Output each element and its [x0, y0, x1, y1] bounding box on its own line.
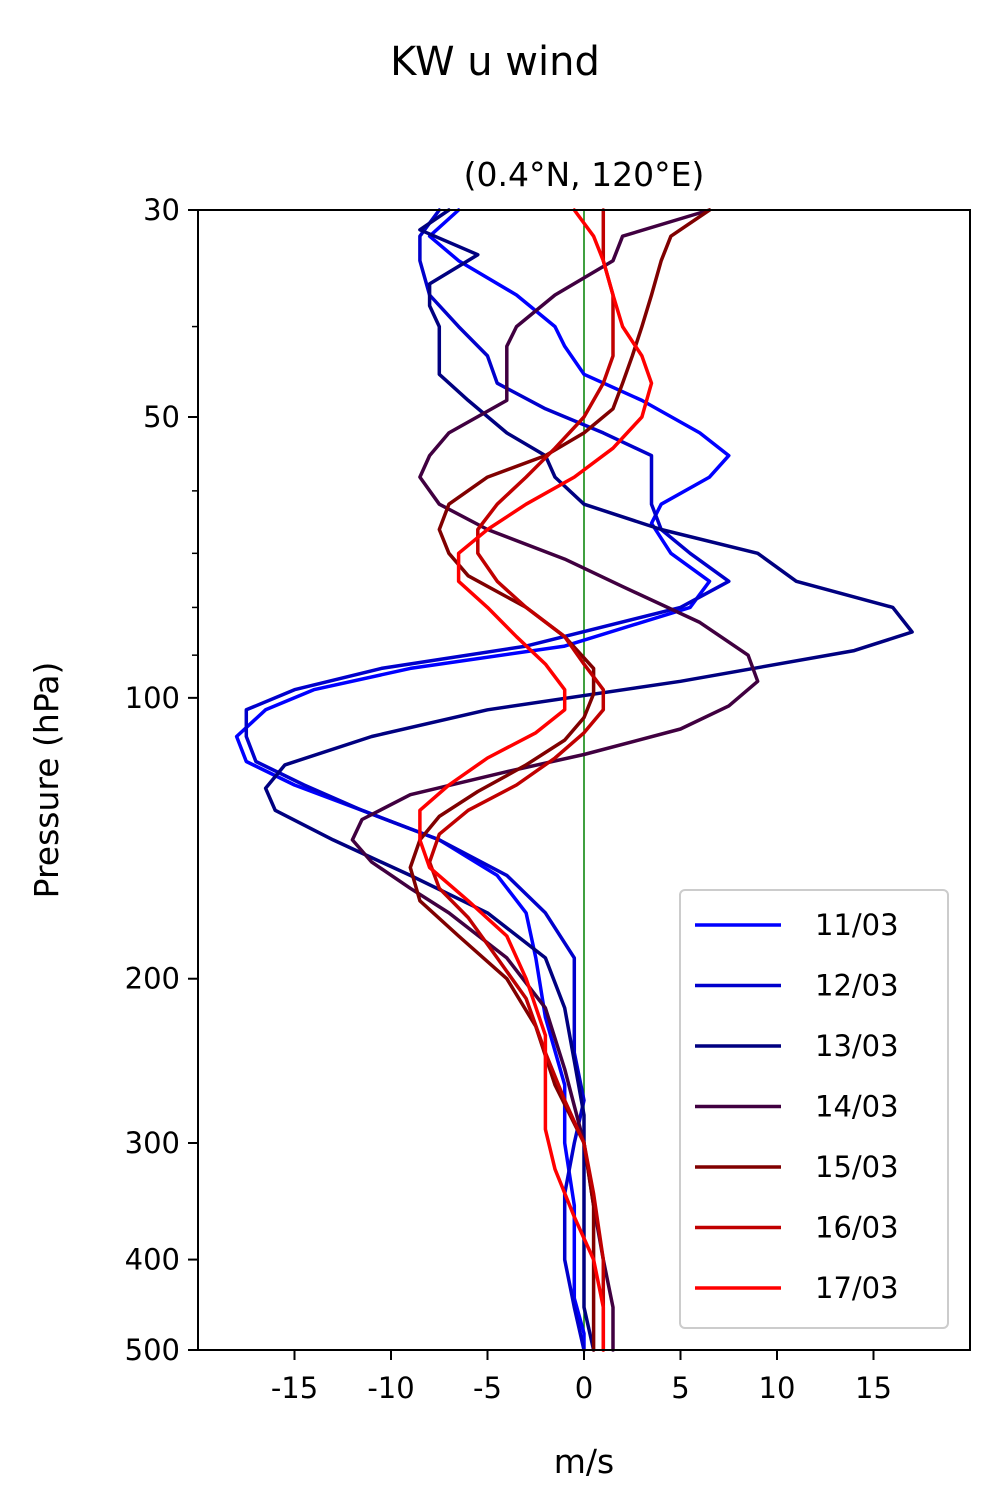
y-tick-label: 30	[143, 193, 180, 227]
x-tick-label: -5	[473, 1371, 502, 1405]
series-layer	[234, 208, 914, 1352]
legend-label: 16/03	[815, 1211, 899, 1245]
x-tick-label: 10	[759, 1371, 796, 1405]
legend-label: 15/03	[815, 1150, 899, 1184]
y-tick-label: 400	[125, 1243, 180, 1277]
y-tick-label: 500	[125, 1333, 180, 1367]
legend: 11/03 12/03 13/03 14/03 15/03 16/03 17/03	[679, 889, 949, 1329]
series-line-4	[350, 208, 760, 1352]
legend-label: 12/03	[815, 969, 899, 1003]
series-line-1	[234, 208, 731, 1352]
y-axis-label: Pressure (hPa)	[27, 662, 66, 899]
series-line-6	[427, 208, 615, 1352]
legend-label: 14/03	[815, 1090, 899, 1124]
x-tick-label: -15	[271, 1371, 318, 1405]
series-line-7	[418, 208, 654, 1352]
x-tick-label: 0	[575, 1371, 593, 1405]
legend-label: 13/03	[815, 1029, 899, 1063]
y-tick-label: 50	[143, 400, 180, 434]
legend-label: 17/03	[815, 1271, 899, 1305]
y-tick-label: 300	[125, 1126, 180, 1160]
x-tick-label: 15	[855, 1371, 892, 1405]
x-axis-label: m/s	[554, 1442, 614, 1481]
legend-box	[679, 889, 949, 1329]
legend-label: 11/03	[815, 908, 899, 942]
chart-title: (0.4°N, 120°E)	[464, 155, 705, 194]
chart-suptitle: KW u wind	[390, 39, 600, 85]
y-tick-label: 200	[125, 962, 180, 996]
x-tick-label: 5	[671, 1371, 689, 1405]
series-line-3	[263, 208, 914, 1352]
legend-entries: 11/03 12/03 13/03 14/03 15/03 16/03 17/03	[695, 908, 899, 1305]
plot-area	[197, 208, 971, 1352]
y-axis: 30 50 100 200 300 400 500	[125, 193, 198, 1367]
y-tick-label: 100	[125, 681, 180, 715]
x-tick-label: -10	[367, 1371, 414, 1405]
x-axis: -15 -10 -5 0 5 10 15	[271, 1350, 892, 1405]
